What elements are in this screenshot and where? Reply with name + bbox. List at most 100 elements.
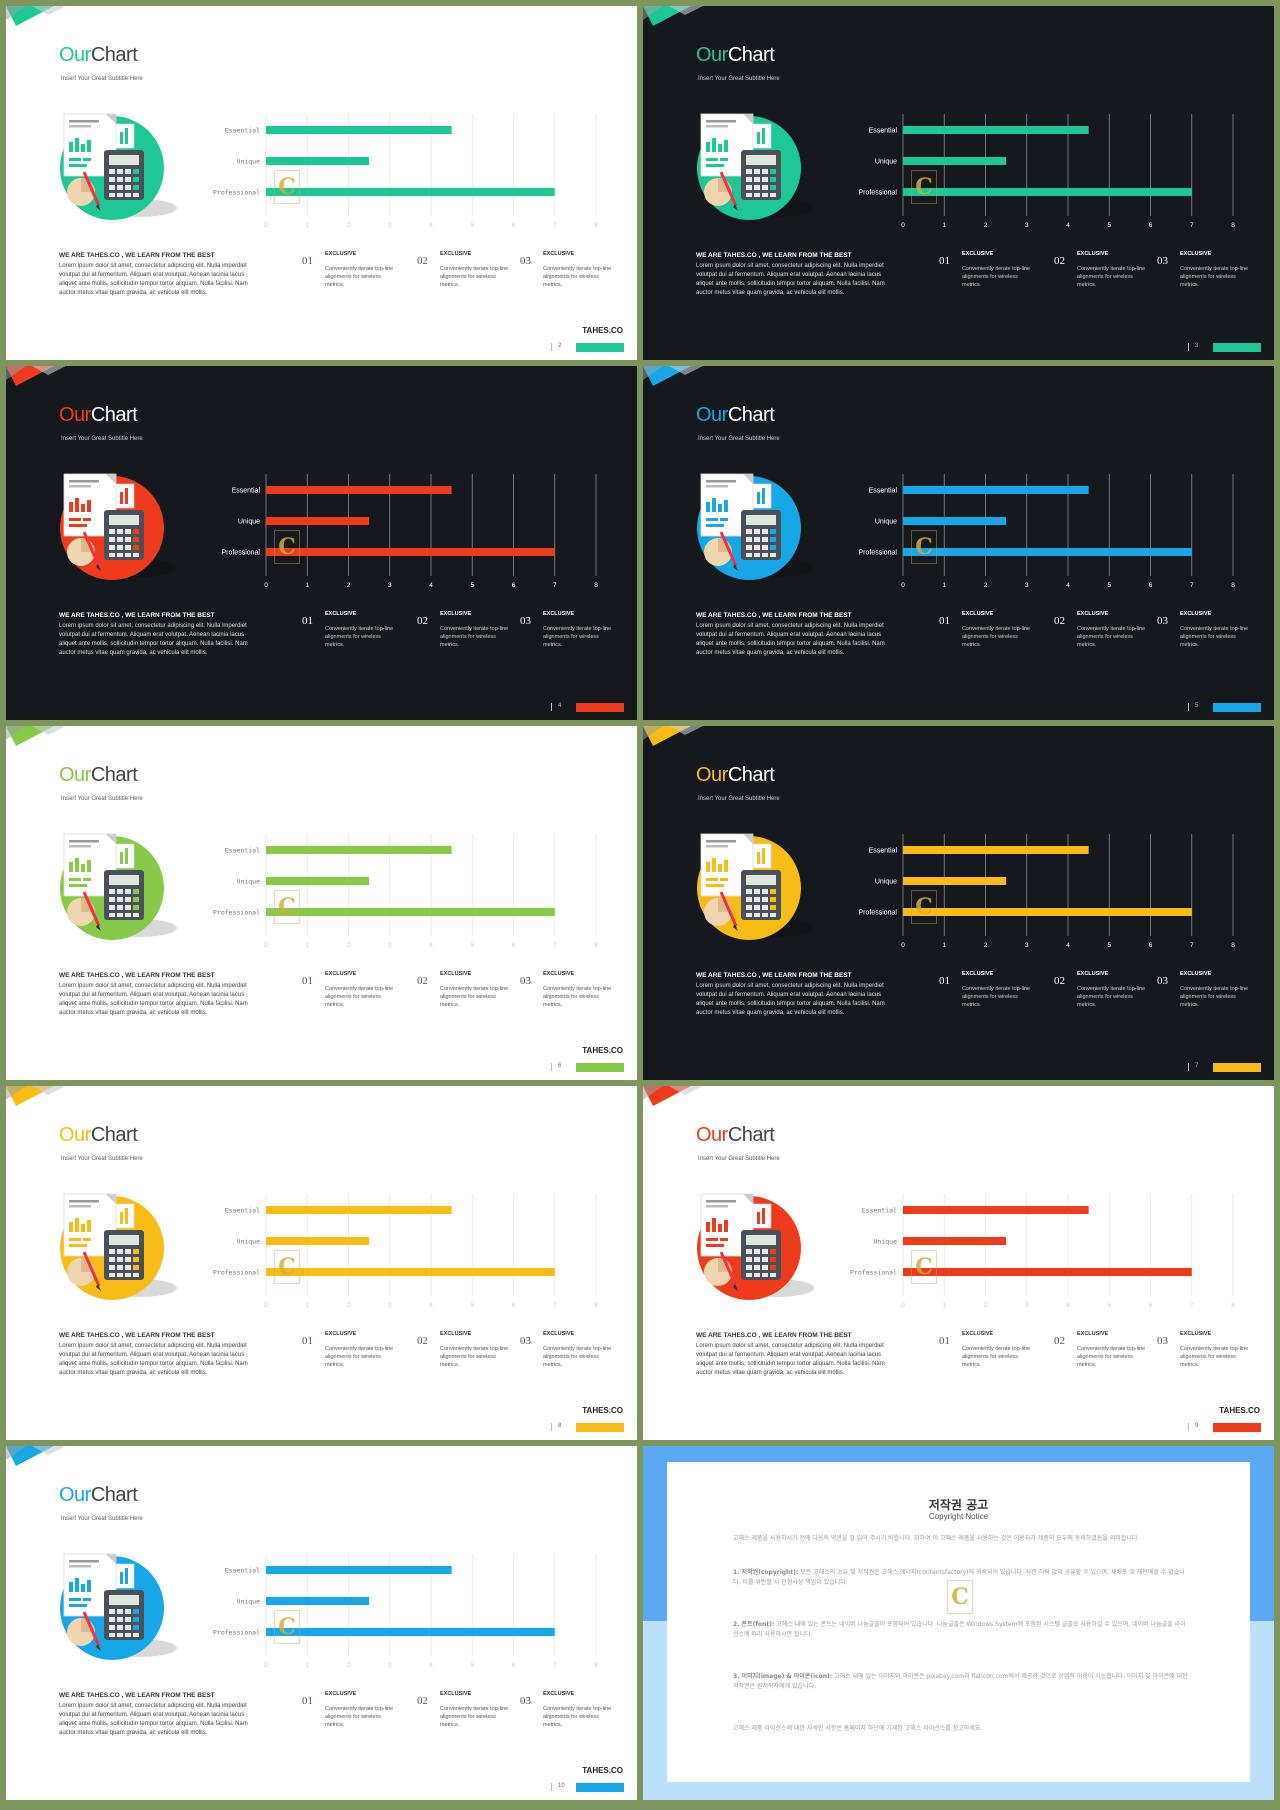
tick-label: 3 [1025, 222, 1029, 229]
feature-number: 01 [302, 255, 313, 267]
section-body: 모든 고해스의 소유 및 저작권은 고해스 에너지(contentsfactor… [733, 1569, 1185, 1586]
tick-label: 0 [901, 222, 905, 229]
slide-thumbnail[interactable]: OurChart Insert Your Great Subtitle Here [643, 366, 1274, 720]
tick-label: 4 [429, 222, 433, 229]
copyright-section: 3. 이미지(image) & 아이콘(icon): 고해스 내에 있는 이미지… [733, 1672, 1188, 1692]
watermark-logo: C [274, 530, 300, 564]
section-heading: 2. 폰트(font): [733, 1621, 775, 1628]
tick-label: 7 [553, 222, 557, 229]
bar [903, 548, 1192, 556]
bar-chart: 0 1 2 3 4 5 6 7 8 Essential Unique Professional [213, 1554, 598, 1669]
title-chart: Chart [90, 1124, 138, 1146]
feature-title: EXCLUSIVE [440, 251, 472, 257]
about-title: WE ARE TAHES.CO , WE LEARN FROM THE BEST [696, 972, 852, 979]
calculator-chart-illustration [60, 833, 177, 940]
slide-subtitle: Insert Your Great Subtitle Here [61, 1156, 143, 1162]
section-body: 고해스 내에 있는 폰트는 네이버 나눔글꼴이 포함되어 있습니다. 나눔글꼴은… [733, 1621, 1186, 1638]
footer-brand: TAHES.CO [582, 1766, 623, 1775]
feature-desc: Conveniently iterate top-line alignments… [1077, 266, 1146, 288]
category-label: Essential [869, 128, 898, 135]
slide-subtitle: Insert Your Great Subtitle Here [698, 1156, 780, 1162]
slide-thumbnail[interactable]: OurChart Insert Your Great Subtitle Here [6, 6, 637, 360]
feature-number: 01 [939, 1335, 950, 1347]
tick-label: 2 [984, 1302, 988, 1309]
bar [266, 486, 452, 494]
tick-label: 0 [901, 942, 905, 949]
bar [266, 908, 555, 916]
bar [903, 126, 1089, 134]
watermark-letter: C [915, 894, 933, 920]
about-body: Lorem ipsum dolor sit amet, consectetur … [59, 623, 248, 656]
feature-title: EXCLUSIVE [543, 1331, 575, 1337]
footer-brand: TAHES.CO [582, 326, 623, 335]
title-our: Our [59, 764, 91, 786]
bar [903, 1268, 1192, 1276]
bar-chart: 0 1 2 3 4 5 6 7 8 Essential Unique Professional [213, 114, 598, 229]
title-our: Our [696, 764, 728, 786]
watermark-letter: C [278, 1614, 296, 1640]
calculator-chart-illustration [60, 113, 177, 220]
feature-number: 01 [302, 615, 313, 627]
feature-number: 03 [520, 255, 531, 267]
watermark-logo: C [911, 170, 937, 204]
feature-number: 01 [302, 975, 313, 987]
feature-desc: Conveniently iterate top-line alignments… [325, 626, 394, 648]
about-title: WE ARE TAHES.CO , WE LEARN FROM THE BEST [59, 1332, 215, 1339]
bar [903, 1206, 1089, 1214]
watermark-logo: C [911, 890, 937, 924]
about-body: Lorem ipsum dolor sit amet, consectetur … [696, 983, 885, 1016]
feature-desc: Conveniently iterate top-line alignments… [325, 1346, 394, 1368]
bar [903, 877, 1007, 885]
watermark-letter: C [915, 1254, 933, 1280]
tick-label: 4 [429, 582, 433, 589]
slide-thumbnail[interactable]: OurChart Insert Your Great Subtitle Here [6, 726, 637, 1080]
tick-label: 2 [347, 1662, 351, 1669]
feature-desc: Conveniently iterate top-line alignments… [440, 626, 509, 648]
about-body: Lorem ipsum dolor sit amet, consectetur … [59, 1703, 248, 1736]
feature-title: EXCLUSIVE [1180, 971, 1212, 977]
category-label: Unique [237, 158, 261, 166]
footer-brand: TAHES.CO [582, 1406, 623, 1415]
tick-label: 4 [1066, 1302, 1070, 1309]
slide-title: OurChart [59, 1124, 138, 1147]
tick-label: 5 [470, 222, 474, 229]
tick-label: 2 [347, 942, 351, 949]
feature-title: EXCLUSIVE [962, 971, 994, 977]
feature-number: 03 [520, 615, 531, 627]
bar-chart: 0 1 2 3 4 5 6 7 8 Essential Unique Professional [850, 1194, 1235, 1309]
corner-decoration [6, 1086, 66, 1106]
bar [903, 1237, 1007, 1245]
slide-title: OurChart [696, 1124, 775, 1147]
slide-thumbnail[interactable]: OurChart Insert Your Great Subtitle Here [6, 1086, 637, 1440]
copyright-section: 1. 저작권(copyright): 모든 고해스의 소유 및 저작권은 고해스… [733, 1568, 1188, 1588]
slide-thumbnail[interactable]: OurChart Insert Your Great Subtitle Here [6, 366, 637, 720]
feature-number: 02 [417, 615, 428, 627]
footer-accent-bar [576, 703, 624, 712]
tick-label: 5 [470, 582, 474, 589]
bar-chart: 0 1 2 3 4 5 6 7 8 Essential Unique Professional [221, 474, 598, 589]
category-label: Professional [858, 550, 897, 557]
copyright-slide[interactable]: 저작권 공고 Copyright Notice 고해스 제품을 사용하시기 전에 다… [643, 1446, 1274, 1800]
tick-label: 0 [264, 1662, 268, 1669]
footer-separator [551, 343, 552, 351]
section-heading: 1. 저작권(copyright): [733, 1569, 799, 1576]
copyright-intro: 고해스 제품을 사용하시기 전에 다음의 약관을 잘 읽어 주시기 바랍니다. … [733, 1535, 1140, 1542]
tick-label: 2 [347, 222, 351, 229]
slide-subtitle: Insert Your Great Subtitle Here [698, 436, 780, 442]
feature-number: 02 [417, 1695, 428, 1707]
tick-label: 1 [942, 222, 946, 229]
slide-thumbnail[interactable]: OurChart Insert Your Great Subtitle Here [643, 6, 1274, 360]
category-label: Unique [875, 879, 897, 886]
slide-thumbnail[interactable]: OurChart Insert Your Great Subtitle Here [643, 1086, 1274, 1440]
slide-thumbnail[interactable]: OurChart Insert Your Great Subtitle Here [6, 1446, 637, 1800]
slide-thumbnail[interactable]: OurChart Insert Your Great Subtitle Here [643, 726, 1274, 1080]
slide-subtitle: Insert Your Great Subtitle Here [61, 796, 143, 802]
tick-label: 5 [1107, 942, 1111, 949]
feature-number: 02 [1054, 615, 1065, 627]
tick-label: 7 [1190, 222, 1194, 229]
section-body: 고해스 내에 있는 이미지와 아이콘은 pixabay.com과 flatico… [733, 1673, 1188, 1690]
tick-label: 0 [264, 222, 268, 229]
tick-label: 0 [264, 1302, 268, 1309]
about-body: Lorem ipsum dolor sit amet, consectetur … [696, 623, 885, 656]
feature-title: EXCLUSIVE [1077, 1331, 1109, 1337]
